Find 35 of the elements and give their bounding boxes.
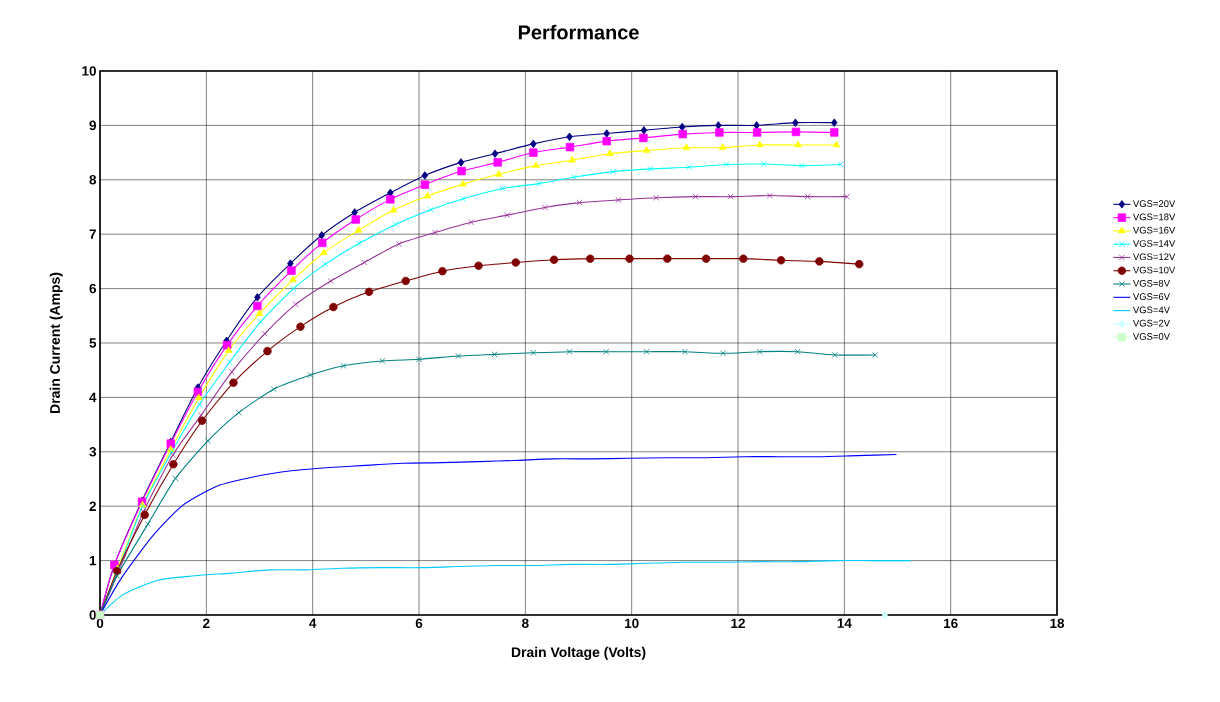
y-tick-label: 8	[89, 175, 97, 185]
x-tick-label: 8	[522, 618, 529, 629]
legend-label: VGS=2V	[1132, 319, 1170, 327]
legend-label: VGS=4V	[1132, 306, 1170, 314]
x-tick-label: 10	[625, 618, 639, 629]
legend-label: VGS=10V	[1132, 266, 1176, 274]
x-tick-label: 16	[944, 618, 958, 629]
x-tick-label: 18	[1050, 618, 1065, 629]
chart-title: Performance	[518, 24, 639, 40]
legend-label: VGS=12V	[1132, 253, 1176, 261]
y-tick-label: 7	[89, 229, 96, 239]
legend-label: VGS=20V	[1132, 200, 1176, 207]
y-tick-label: 4	[89, 392, 97, 403]
x-tick-label: 12	[731, 618, 745, 628]
x-tick-label: 4	[309, 618, 317, 628]
y-tick-label: 1	[89, 555, 97, 566]
x-axis-title: Drain Voltage (Volts)	[511, 646, 646, 660]
legend-label: VGS=16V	[1132, 226, 1176, 234]
legend-label: VGS=14V	[1132, 240, 1176, 247]
y-axis-title: Drain Current (Amps)	[49, 272, 63, 413]
legend-label: VGS=8V	[1132, 279, 1170, 287]
x-tick-label: 0	[96, 618, 104, 629]
y-tick-label: 0	[89, 610, 96, 620]
y-tick-label: 5	[89, 338, 97, 348]
x-tick-label: 2	[203, 618, 210, 628]
y-tick-label: 2	[89, 501, 96, 511]
y-tick-label: 6	[89, 283, 97, 294]
y-tick-label: 3	[89, 447, 97, 457]
x-tick-label: 6	[415, 618, 423, 629]
legend-label: VGS=0V	[1132, 333, 1170, 340]
y-tick-label: 9	[89, 120, 96, 131]
x-tick-label: 14	[837, 618, 852, 628]
legend-label: VGS=18V	[1132, 213, 1176, 221]
y-tick-label: 10	[82, 66, 96, 76]
legend-label: VGS=6V	[1132, 293, 1170, 300]
